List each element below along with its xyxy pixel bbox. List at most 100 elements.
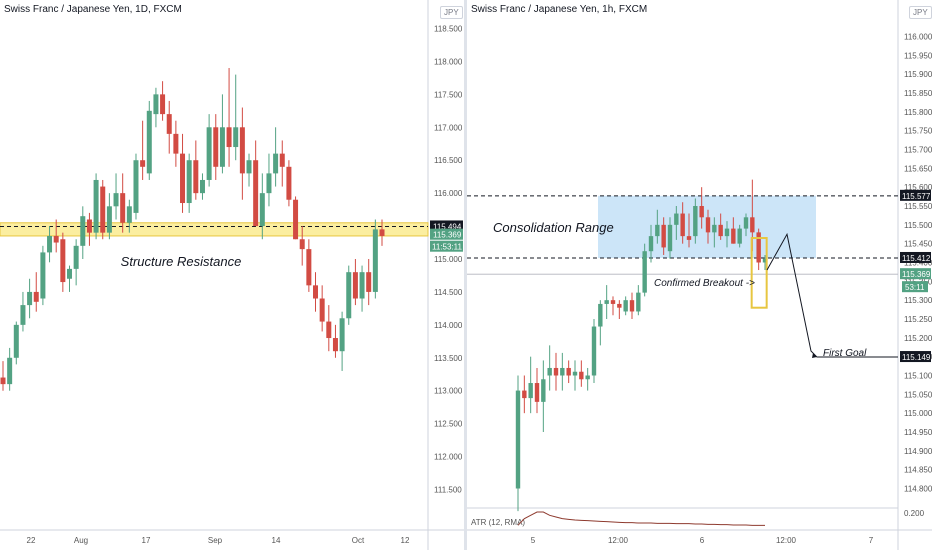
candle-body [366, 272, 372, 292]
candle-body [579, 371, 584, 380]
current-price-text: 115.369 [902, 270, 931, 279]
candle-body [372, 229, 378, 292]
candle-body [359, 272, 365, 299]
candle-body [718, 224, 723, 237]
candle-body [266, 173, 272, 194]
structure-resistance-label: Structure Resistance [121, 254, 242, 269]
daily-chart-title: Swiss Franc / Japanese Yen, 1D, FXCM [4, 4, 182, 15]
y-tick-label: 115.950 [904, 51, 932, 60]
candle-body [724, 228, 730, 237]
candle-body [206, 127, 212, 180]
atr-value-label: 0.200 [904, 509, 925, 518]
candle-body [259, 193, 265, 227]
candle-body [737, 228, 742, 244]
candle-body [219, 127, 225, 167]
y-tick-label: 115.650 [904, 164, 932, 173]
candle-body [674, 213, 679, 225]
candle-body [226, 127, 232, 148]
candle-body [293, 199, 299, 240]
dashed-level-price-tag [430, 220, 463, 232]
y-tick-label: 115.700 [904, 146, 932, 155]
goal-price-tag [900, 351, 931, 363]
candle-body [306, 249, 312, 286]
x-tick-label: 22 [27, 536, 36, 545]
candle-body [712, 224, 717, 233]
candle-body [604, 300, 609, 304]
y-tick-label: 118.500 [434, 25, 463, 34]
candle-body [273, 153, 279, 174]
range-bottom-price-text: 115.412 [902, 254, 931, 263]
y-tick-label: 115.400 [904, 259, 932, 268]
candle-body [522, 390, 527, 399]
range-top-price-text: 115.577 [902, 192, 931, 201]
candle-body [680, 213, 685, 237]
candle-body [286, 166, 292, 200]
candle-body [186, 160, 192, 204]
candle-body [60, 239, 66, 283]
y-tick-label: 115.500 [904, 221, 932, 230]
candle-body [623, 300, 628, 312]
x-tick-label: 12:00 [776, 536, 797, 545]
candle-body [636, 292, 641, 312]
candle-body [180, 153, 186, 204]
candle-body [73, 245, 79, 269]
candle-body [566, 367, 571, 376]
candle-body [553, 367, 559, 376]
candle-body [93, 179, 99, 233]
y-tick-label: 115.800 [904, 108, 932, 117]
x-tick-label: 12 [401, 536, 410, 545]
range-bottom-price-tag [900, 251, 931, 263]
x-tick-label: 14 [272, 536, 281, 545]
daily-currency-button[interactable]: JPY [440, 6, 463, 19]
candle-body [617, 303, 622, 308]
y-tick-label: 115.750 [904, 127, 932, 136]
candle-body [233, 127, 239, 148]
candle-body [379, 229, 385, 236]
candle-body [585, 375, 590, 380]
candle-body [13, 324, 19, 358]
countdown-text: 53:11 [905, 283, 925, 292]
goal-price-text: 115.149 [902, 353, 931, 362]
daily-chart[interactable]: 118.500 118.000 117.500 117.000 116.500 116.0… [0, 0, 464, 550]
hourly-currency-button[interactable]: JPY [909, 6, 932, 19]
candle-body [27, 291, 33, 306]
first-goal-label: First Goal [823, 348, 867, 359]
candle-body [743, 217, 749, 229]
candle-body [126, 206, 132, 223]
y-tick-label: 112.000 [434, 453, 463, 462]
x-tick-label: 17 [142, 536, 151, 545]
candle-body [629, 300, 635, 312]
countdown-text: 11:53:11 [432, 243, 463, 252]
candle-body [591, 326, 597, 376]
candle-body [756, 232, 761, 263]
candle-body [731, 228, 736, 244]
y-tick-label: 115.250 [904, 315, 932, 324]
candle-body [40, 252, 46, 299]
x-tick-label: Sep [208, 536, 223, 545]
candle-body [572, 371, 578, 376]
candle-body [339, 318, 345, 352]
candle-body [515, 390, 521, 489]
candle-body [319, 298, 325, 322]
candle-body [140, 160, 146, 167]
chart-divider[interactable] [464, 0, 467, 550]
y-tick-label: 115.100 [904, 372, 932, 381]
y-tick-label: 115.600 [904, 183, 932, 192]
candle-body [750, 217, 755, 233]
candle-body [661, 224, 666, 248]
x-tick-label: Aug [74, 536, 88, 545]
projection-path [766, 232, 898, 358]
candle-body [193, 160, 199, 194]
y-tick-label: 115.300 [904, 296, 932, 305]
candle-body [762, 258, 768, 263]
y-tick-label: 115.850 [904, 89, 932, 98]
y-tick-label: 117.000 [434, 123, 463, 132]
hourly-chart[interactable]: 116.000 115.950 115.900 115.850 115.800 115.7… [467, 0, 932, 550]
breakout-highlight-box [750, 237, 768, 309]
candle-body [33, 291, 39, 302]
candle-body [547, 367, 552, 376]
projection-arrow-head [812, 353, 817, 359]
y-tick-label: 114.850 [904, 466, 932, 475]
current-price-tag [430, 228, 463, 240]
x-tick-label: 6 [700, 536, 705, 545]
